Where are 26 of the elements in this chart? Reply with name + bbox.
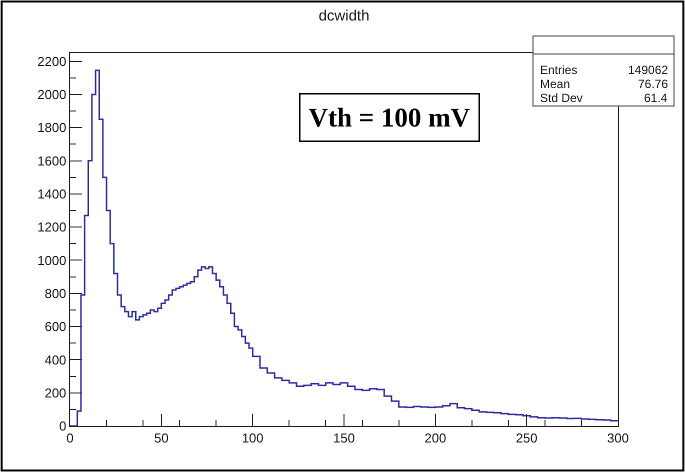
y-tick-label: 0	[59, 418, 66, 434]
text: 76.76	[638, 77, 668, 91]
x-tick-label: 200	[424, 430, 446, 446]
annotation: Mean	[540, 77, 570, 91]
x-tick-label: 50	[154, 430, 169, 446]
annotation: Vth = 100 mV	[308, 102, 471, 132]
x-tick-label: 300	[607, 430, 629, 446]
text: 61.4	[644, 91, 668, 105]
text: 149062	[628, 63, 668, 77]
y-tick-label: 800	[44, 286, 66, 301]
x-tick-label: 150	[333, 430, 355, 446]
annotation: Entries	[540, 63, 578, 77]
y-tick-label: 600	[44, 319, 66, 334]
y-tick-label: 200	[44, 385, 66, 400]
x-tick-label: 100	[242, 430, 264, 446]
y-tick-label: 1400	[37, 186, 66, 202]
chart-title: dcwidth	[318, 8, 370, 24]
y-tick-label: 2200	[37, 54, 66, 69]
annotation: Std Dev	[540, 91, 583, 105]
y-tick-label: 1600	[37, 153, 66, 168]
y-tick-label: 400	[44, 352, 66, 368]
y-tick-label: 1200	[37, 220, 66, 235]
x-tick-label: 250	[516, 430, 538, 446]
y-tick-label: 1800	[37, 120, 66, 136]
y-tick-label: 2000	[37, 86, 66, 102]
y-tick-label: 1000	[37, 252, 66, 268]
